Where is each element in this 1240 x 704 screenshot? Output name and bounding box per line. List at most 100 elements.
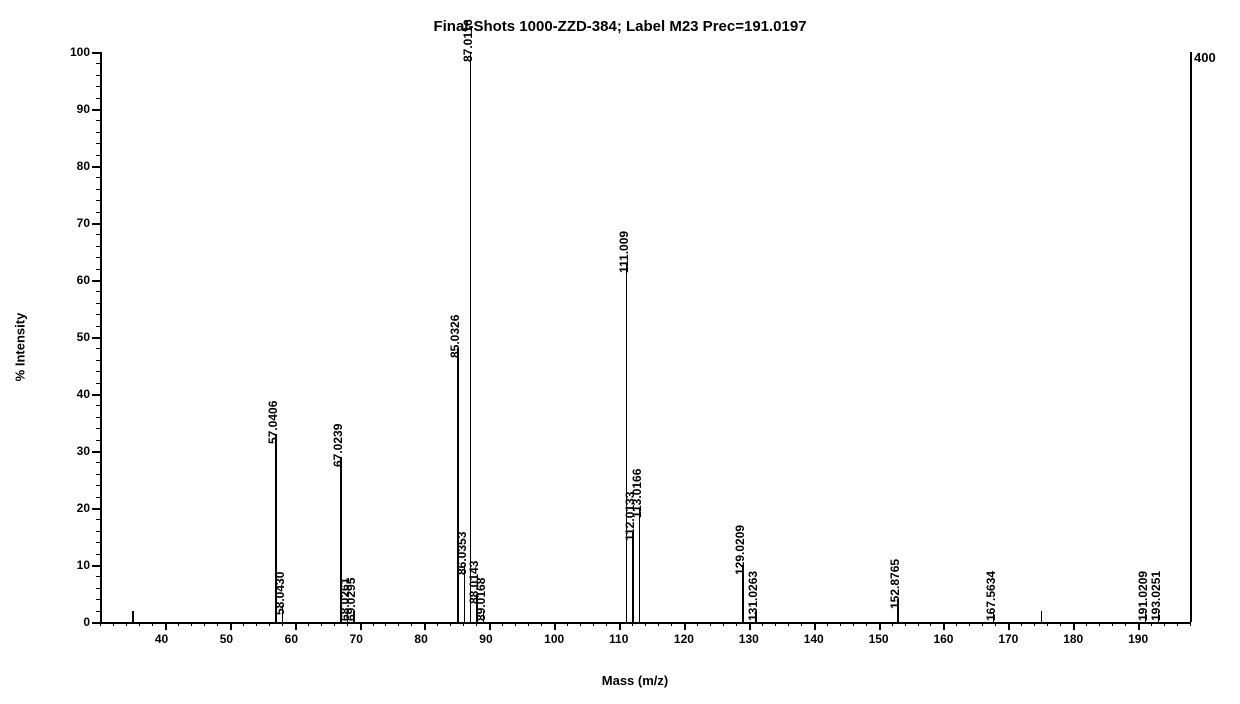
peak-label: 191.0209 xyxy=(1136,571,1150,621)
y-axis-label: % Intensity xyxy=(13,313,28,382)
y-minor-tick xyxy=(96,428,100,429)
y-tick xyxy=(92,280,100,282)
x-tick-label: 120 xyxy=(674,632,694,646)
x-minor-tick xyxy=(918,622,919,626)
x-tick xyxy=(943,622,945,630)
x-tick-label: 40 xyxy=(155,632,168,646)
x-minor-tick xyxy=(398,622,399,626)
plot-area: % Intensity Mass (m/z) 01020304050607080… xyxy=(60,42,1210,652)
y-minor-tick xyxy=(96,143,100,144)
chart-title: Final-Shots 1000-ZZD-384; Label M23 Prec… xyxy=(0,18,1240,35)
y-tick xyxy=(92,565,100,567)
y-minor-tick xyxy=(96,462,100,463)
y-minor-tick xyxy=(96,120,100,121)
y-minor-tick xyxy=(96,246,100,247)
x-minor-tick xyxy=(541,622,542,626)
x-tick xyxy=(684,622,686,630)
x-minor-tick xyxy=(1151,622,1152,626)
x-minor-tick xyxy=(437,622,438,626)
y-minor-tick xyxy=(96,576,100,577)
x-tick xyxy=(230,622,232,630)
spectrum-peak xyxy=(1041,611,1043,622)
peak-label: 113.0166 xyxy=(630,469,644,518)
x-minor-tick xyxy=(1099,622,1100,626)
x-minor-tick xyxy=(1190,622,1191,626)
x-minor-tick xyxy=(1177,622,1178,626)
peak-label: 129.0209 xyxy=(733,525,747,575)
y-minor-tick xyxy=(96,75,100,76)
peak-label: 193.0251 xyxy=(1149,571,1163,621)
x-tick-label: 50 xyxy=(220,632,233,646)
x-minor-tick xyxy=(243,622,244,626)
peak-label: 89.0168 xyxy=(474,577,488,620)
y-minor-tick xyxy=(96,531,100,532)
x-minor-tick xyxy=(450,622,451,626)
x-minor-tick xyxy=(827,622,828,626)
y-tick xyxy=(92,622,100,624)
y-minor-tick xyxy=(96,440,100,441)
peak-label: 69.0295 xyxy=(344,577,358,620)
x-minor-tick xyxy=(256,622,257,626)
y-minor-tick xyxy=(96,212,100,213)
y-minor-tick xyxy=(96,371,100,372)
y-minor-tick xyxy=(96,314,100,315)
x-minor-tick xyxy=(502,622,503,626)
y-minor-tick xyxy=(96,405,100,406)
x-tick-label: 70 xyxy=(350,632,363,646)
y-minor-tick xyxy=(96,554,100,555)
x-tick xyxy=(554,622,556,630)
y-tick-label: 0 xyxy=(83,615,90,629)
x-tick xyxy=(749,622,751,630)
x-tick xyxy=(1008,622,1010,630)
x-minor-tick xyxy=(100,622,101,626)
x-minor-tick xyxy=(1034,622,1035,626)
x-minor-tick xyxy=(373,622,374,626)
y-tick-label: 60 xyxy=(77,273,90,287)
x-minor-tick xyxy=(956,622,957,626)
x-minor-tick xyxy=(645,622,646,626)
x-minor-tick xyxy=(204,622,205,626)
peak-label: 87.0116 xyxy=(461,19,475,62)
x-minor-tick xyxy=(632,622,633,626)
x-tick-label: 110 xyxy=(609,632,628,646)
peak-label: 111.009 xyxy=(617,231,631,273)
y-minor-tick xyxy=(96,611,100,612)
x-axis-label: Mass (m/z) xyxy=(602,673,668,688)
x-tick xyxy=(489,622,491,630)
x-minor-tick xyxy=(567,622,568,626)
x-minor-tick xyxy=(671,622,672,626)
x-minor-tick xyxy=(710,622,711,626)
y-minor-tick xyxy=(96,485,100,486)
spectrum-peak xyxy=(639,508,641,622)
y-tick-label: 70 xyxy=(77,216,90,230)
x-minor-tick xyxy=(969,622,970,626)
x-minor-tick xyxy=(606,622,607,626)
y-minor-tick xyxy=(96,360,100,361)
right-intensity-max: 400 xyxy=(1194,50,1216,65)
x-tick-label: 160 xyxy=(933,632,953,646)
y-minor-tick xyxy=(96,497,100,498)
x-minor-tick xyxy=(191,622,192,626)
x-minor-tick xyxy=(282,622,283,626)
x-minor-tick xyxy=(334,622,335,626)
y-minor-tick xyxy=(96,132,100,133)
y-minor-tick xyxy=(96,519,100,520)
x-minor-tick xyxy=(308,622,309,626)
x-minor-tick xyxy=(139,622,140,626)
x-minor-tick xyxy=(723,622,724,626)
x-tick-label: 60 xyxy=(285,632,298,646)
peak-label: 58.0430 xyxy=(273,572,287,615)
x-minor-tick xyxy=(593,622,594,626)
x-minor-tick xyxy=(515,622,516,626)
x-tick xyxy=(424,622,426,630)
y-minor-tick xyxy=(96,474,100,475)
peak-label: 85.0326 xyxy=(448,315,462,358)
y-minor-tick xyxy=(96,269,100,270)
x-tick xyxy=(295,622,297,630)
y-minor-tick xyxy=(96,542,100,543)
x-minor-tick xyxy=(1125,622,1126,626)
x-tick-label: 150 xyxy=(869,632,889,646)
x-minor-tick xyxy=(217,622,218,626)
y-tick xyxy=(92,109,100,111)
x-minor-tick xyxy=(476,622,477,626)
